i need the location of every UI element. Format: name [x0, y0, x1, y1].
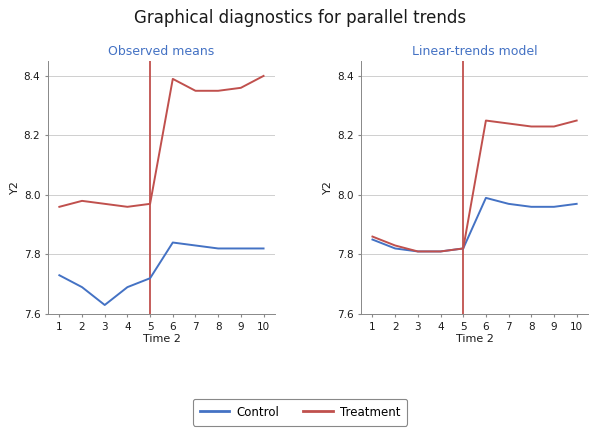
- Legend: Control, Treatment: Control, Treatment: [193, 399, 407, 426]
- X-axis label: Time 2: Time 2: [455, 334, 493, 344]
- Title: Linear-trends model: Linear-trends model: [412, 45, 538, 58]
- Text: Graphical diagnostics for parallel trends: Graphical diagnostics for parallel trend…: [134, 9, 466, 27]
- Y-axis label: Y2: Y2: [10, 181, 20, 194]
- Title: Observed means: Observed means: [109, 45, 215, 58]
- X-axis label: Time 2: Time 2: [143, 334, 181, 344]
- Y-axis label: Y2: Y2: [323, 181, 332, 194]
